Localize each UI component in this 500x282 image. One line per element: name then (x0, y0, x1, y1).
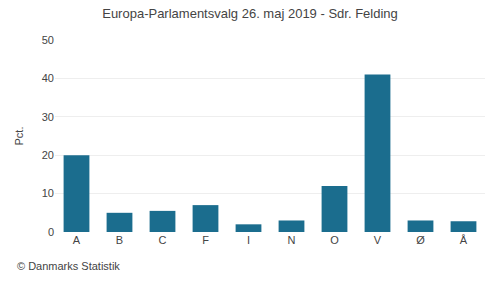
svg-text:Ø: Ø (416, 234, 425, 246)
svg-text:30: 30 (42, 111, 54, 123)
svg-text:20: 20 (42, 149, 54, 161)
svg-text:0: 0 (48, 226, 54, 238)
svg-text:B: B (116, 234, 123, 246)
svg-text:50: 50 (42, 34, 54, 46)
svg-text:Å: Å (460, 234, 468, 246)
svg-text:V: V (374, 234, 382, 246)
svg-text:40: 40 (42, 72, 54, 84)
svg-text:A: A (73, 234, 81, 246)
svg-text:N: N (288, 234, 296, 246)
svg-text:C: C (159, 234, 167, 246)
svg-text:© Danmarks Statistik: © Danmarks Statistik (17, 260, 120, 272)
svg-text:Europa-Parlamentsvalg 26. maj: Europa-Parlamentsvalg 26. maj 2019 - Sdr… (102, 6, 398, 21)
svg-text:I: I (247, 234, 250, 246)
svg-text:10: 10 (42, 187, 54, 199)
svg-text:Pct.: Pct. (13, 127, 25, 146)
svg-text:O: O (330, 234, 339, 246)
svg-text:F: F (202, 234, 209, 246)
